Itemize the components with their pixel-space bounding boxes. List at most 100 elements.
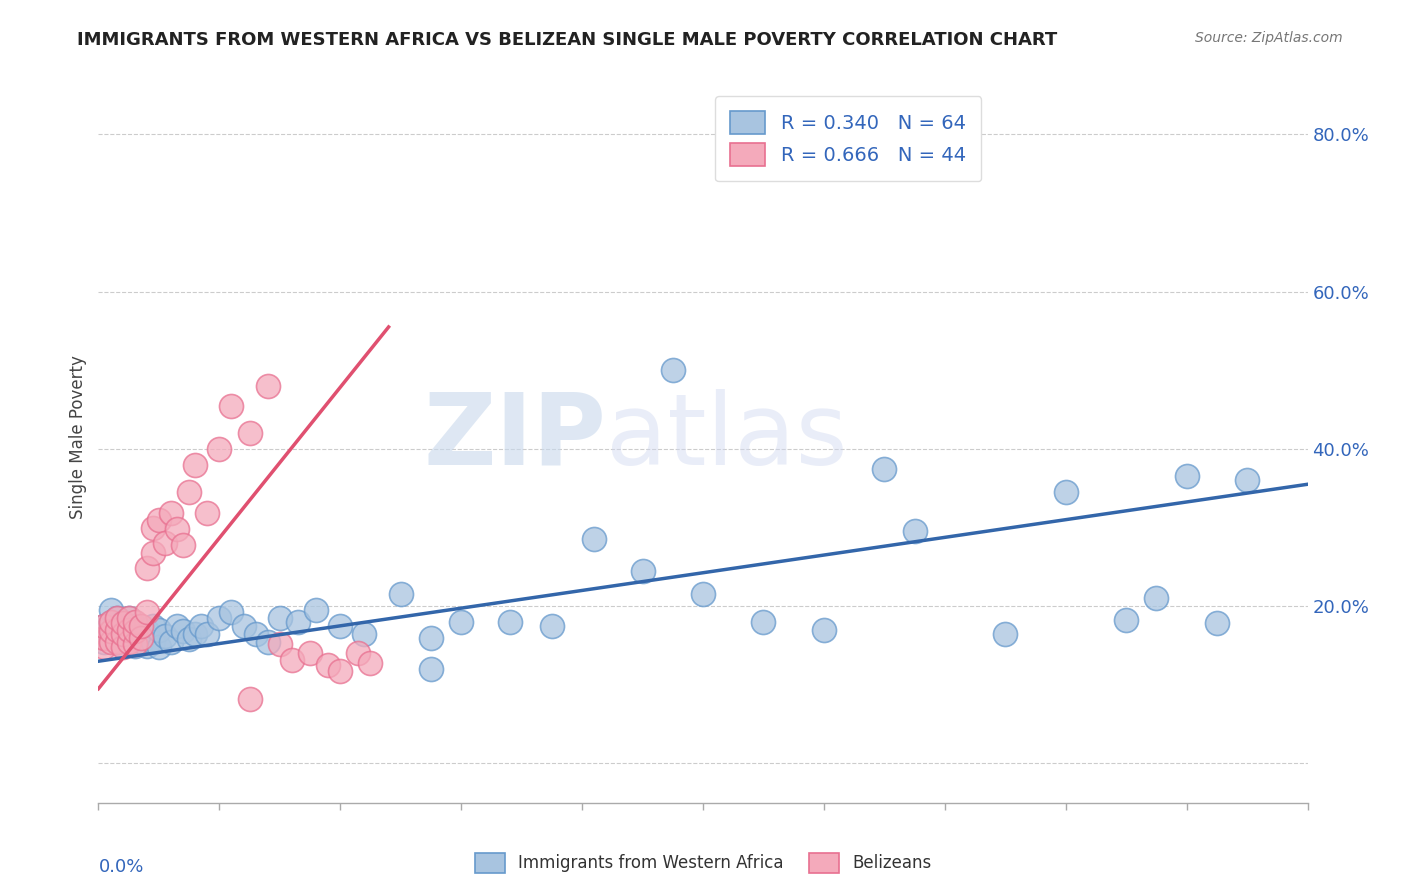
- Point: [129, 631, 152, 645]
- Point: [166, 522, 188, 536]
- Point: [179, 485, 201, 500]
- Point: [124, 637, 146, 651]
- Point: [305, 603, 328, 617]
- Point: [135, 624, 157, 639]
- Point: [179, 632, 201, 647]
- Point: [105, 611, 128, 625]
- Point: [239, 692, 262, 706]
- Point: [129, 623, 152, 637]
- Point: [100, 615, 122, 629]
- Point: [498, 615, 520, 629]
- Point: [1115, 613, 1137, 627]
- Point: [269, 611, 291, 625]
- Point: [93, 640, 115, 654]
- Point: [752, 615, 775, 629]
- Point: [148, 623, 170, 637]
- Point: [142, 546, 165, 560]
- Text: Source: ZipAtlas.com: Source: ZipAtlas.com: [1195, 31, 1343, 45]
- Point: [142, 634, 165, 648]
- Point: [208, 442, 231, 456]
- Point: [450, 615, 472, 629]
- Point: [93, 631, 115, 645]
- Point: [221, 606, 243, 620]
- Point: [299, 646, 322, 660]
- Point: [873, 461, 896, 475]
- Point: [420, 662, 443, 676]
- Point: [135, 606, 157, 620]
- Point: [221, 399, 243, 413]
- Point: [184, 458, 207, 472]
- Point: [166, 619, 188, 633]
- Point: [100, 615, 122, 629]
- Point: [1206, 616, 1229, 631]
- Point: [124, 619, 146, 633]
- Point: [160, 507, 183, 521]
- Point: [93, 619, 115, 633]
- Point: [353, 626, 375, 640]
- Point: [118, 623, 141, 637]
- Point: [129, 619, 152, 633]
- Point: [129, 634, 152, 648]
- Point: [135, 639, 157, 653]
- Point: [347, 646, 370, 660]
- Point: [118, 611, 141, 625]
- Point: [195, 626, 218, 640]
- Point: [118, 634, 141, 648]
- Legend: Immigrants from Western Africa, Belizeans: Immigrants from Western Africa, Belizean…: [468, 847, 938, 880]
- Point: [111, 615, 134, 629]
- Point: [195, 507, 218, 521]
- Text: 0.0%: 0.0%: [98, 858, 143, 876]
- Point: [540, 619, 562, 633]
- Point: [329, 619, 352, 633]
- Point: [256, 634, 278, 648]
- Point: [813, 623, 835, 637]
- Point: [208, 611, 231, 625]
- Point: [360, 656, 382, 670]
- Point: [153, 536, 176, 550]
- Point: [118, 623, 141, 637]
- Point: [111, 639, 134, 653]
- Point: [153, 629, 176, 643]
- Point: [172, 624, 194, 639]
- Point: [329, 664, 352, 678]
- Point: [105, 623, 128, 637]
- Point: [105, 634, 128, 648]
- Point: [184, 626, 207, 640]
- Point: [994, 626, 1017, 640]
- Point: [256, 379, 278, 393]
- Point: [118, 634, 141, 648]
- Point: [93, 634, 115, 648]
- Point: [124, 639, 146, 653]
- Point: [111, 626, 134, 640]
- Point: [100, 631, 122, 645]
- Point: [100, 624, 122, 639]
- Legend: R = 0.340   N = 64, R = 0.666   N = 44: R = 0.340 N = 64, R = 0.666 N = 44: [714, 95, 981, 181]
- Point: [281, 653, 304, 667]
- Point: [142, 619, 165, 633]
- Point: [661, 363, 683, 377]
- Point: [287, 615, 309, 629]
- Point: [232, 619, 254, 633]
- Point: [190, 619, 212, 633]
- Point: [124, 624, 146, 639]
- Point: [148, 640, 170, 654]
- Point: [239, 426, 262, 441]
- Point: [1175, 469, 1198, 483]
- Point: [124, 615, 146, 629]
- Point: [316, 658, 339, 673]
- Text: ZIP: ZIP: [423, 389, 606, 485]
- Point: [1144, 591, 1167, 606]
- Point: [135, 561, 157, 575]
- Point: [148, 513, 170, 527]
- Point: [111, 626, 134, 640]
- Point: [583, 533, 606, 547]
- Point: [93, 619, 115, 633]
- Point: [269, 637, 291, 651]
- Point: [142, 520, 165, 534]
- Point: [172, 538, 194, 552]
- Point: [1236, 473, 1258, 487]
- Point: [124, 626, 146, 640]
- Point: [420, 631, 443, 645]
- Point: [105, 611, 128, 625]
- Point: [100, 634, 122, 648]
